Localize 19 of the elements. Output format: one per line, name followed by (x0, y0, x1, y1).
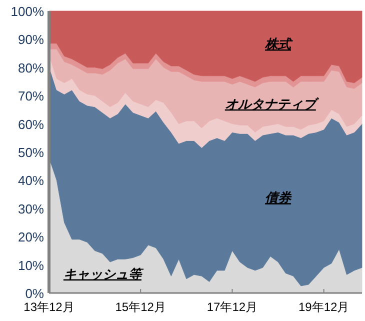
x-tick-label: 13年12月 (24, 300, 74, 314)
series-label: 債券 (265, 190, 292, 206)
y-tick-label: 40% (18, 173, 44, 188)
y-tick-label: 0% (25, 286, 44, 301)
series-label: キャッシュ等 (63, 266, 144, 282)
y-tick-label: 50% (18, 145, 44, 160)
series-label: オルタナティブ (224, 96, 320, 112)
y-tick-label: 60% (18, 116, 44, 132)
series-label: 株式 (264, 36, 294, 52)
y-tick-label: 20% (18, 230, 44, 245)
y-tick-label: 70% (18, 88, 44, 104)
y-tick-label: 100% (10, 4, 44, 19)
y-tick-label: 10% (18, 258, 44, 273)
y-tick-label: 90% (18, 32, 44, 48)
y-tick-label: 80% (18, 60, 44, 76)
x-tick-label: 17年12月 (206, 300, 258, 314)
y-tick-label: 30% (18, 201, 44, 216)
x-tick-label: 19年12月 (298, 300, 350, 314)
x-tick-label: 15年12月 (115, 300, 166, 314)
